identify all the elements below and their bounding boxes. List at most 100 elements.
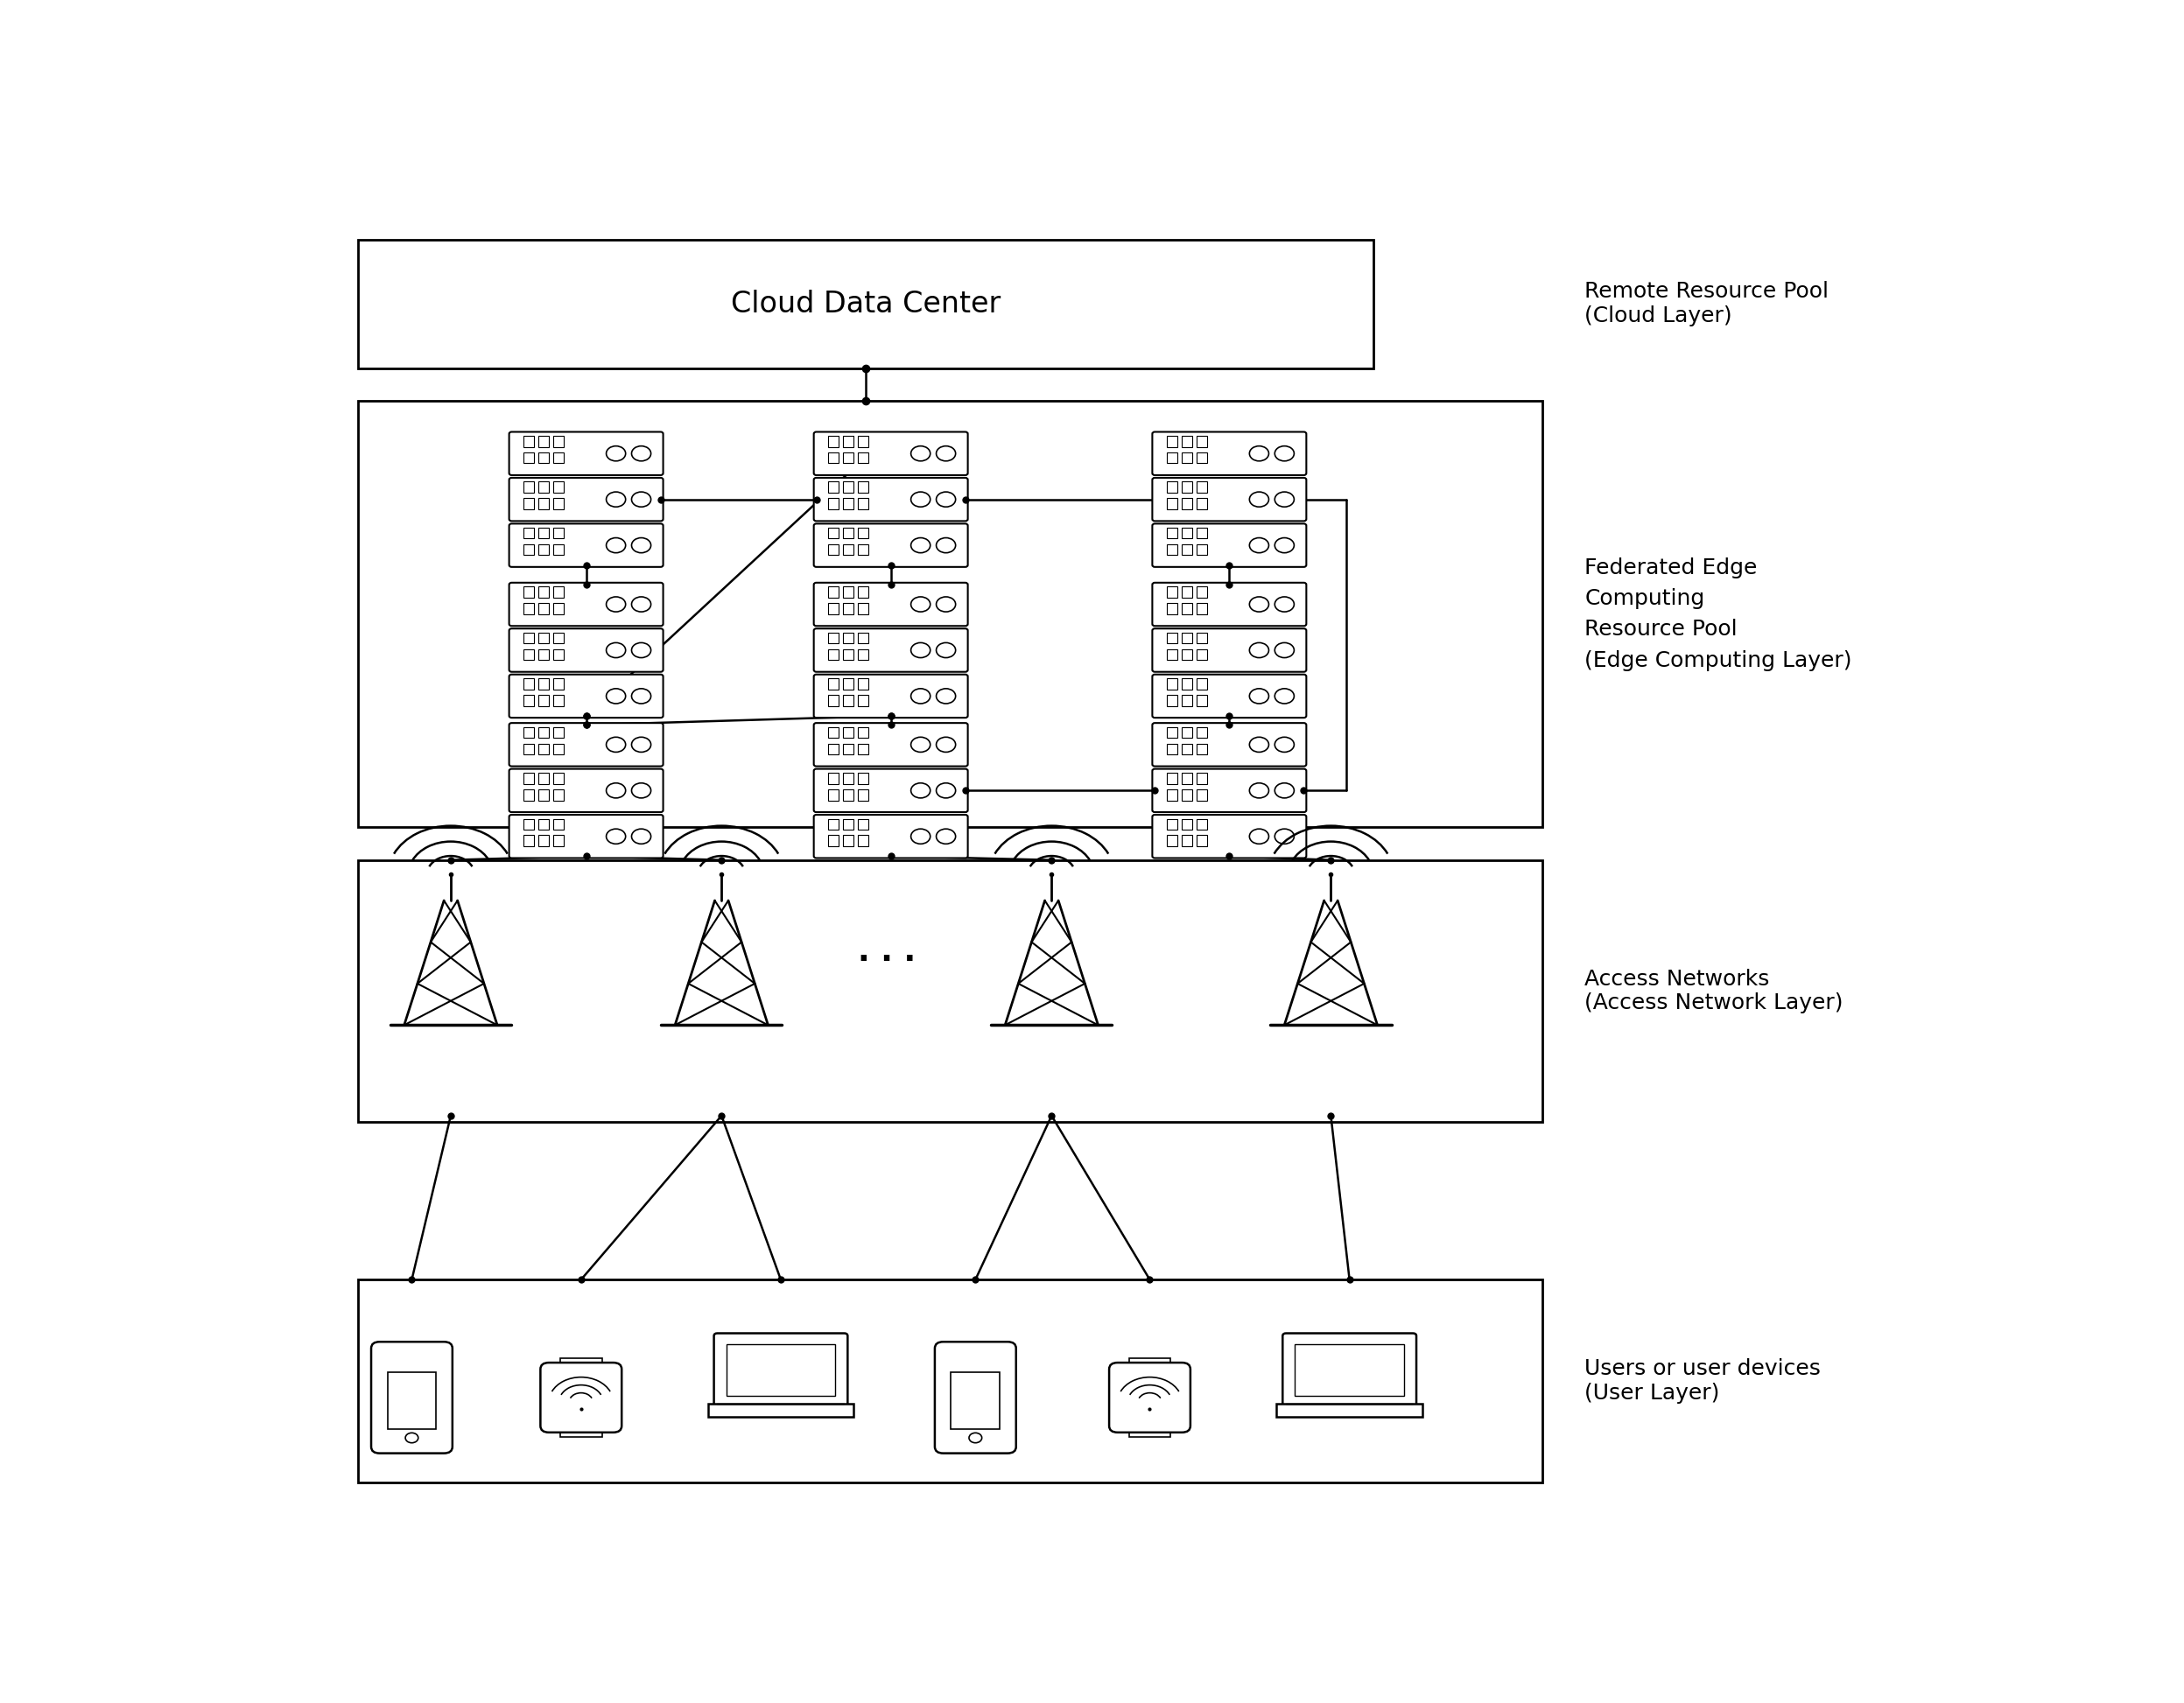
Bar xyxy=(524,695,535,707)
Bar xyxy=(843,834,854,846)
Bar xyxy=(1197,436,1208,446)
Bar xyxy=(524,819,535,829)
FancyBboxPatch shape xyxy=(1153,523,1306,567)
FancyBboxPatch shape xyxy=(815,433,968,475)
Bar xyxy=(843,744,854,754)
Bar xyxy=(1182,528,1192,538)
Bar xyxy=(553,482,563,492)
Bar xyxy=(539,678,548,690)
Bar xyxy=(950,1373,1000,1429)
Bar xyxy=(524,834,535,846)
Bar xyxy=(1182,482,1192,492)
FancyBboxPatch shape xyxy=(815,523,968,567)
Bar xyxy=(828,819,839,829)
Bar xyxy=(1182,499,1192,509)
Bar xyxy=(553,649,563,661)
Bar xyxy=(553,545,563,555)
Bar xyxy=(828,632,839,644)
Bar xyxy=(539,695,548,707)
Bar xyxy=(1166,819,1177,829)
Bar xyxy=(843,482,854,492)
Bar xyxy=(559,1425,603,1437)
FancyBboxPatch shape xyxy=(1153,628,1306,673)
Bar xyxy=(524,482,535,492)
FancyBboxPatch shape xyxy=(509,814,664,858)
Bar xyxy=(1166,528,1177,538)
Bar xyxy=(539,603,548,615)
Text: Cloud Data Center: Cloud Data Center xyxy=(729,290,1000,318)
Bar xyxy=(858,727,869,737)
Bar xyxy=(1182,678,1192,690)
Bar xyxy=(553,744,563,754)
Bar xyxy=(843,678,854,690)
Bar xyxy=(1197,499,1208,509)
Bar xyxy=(524,528,535,538)
Bar xyxy=(387,1373,437,1429)
Bar xyxy=(858,586,869,598)
FancyBboxPatch shape xyxy=(509,674,664,717)
Bar xyxy=(553,586,563,598)
Bar xyxy=(1275,1403,1422,1417)
Bar xyxy=(553,695,563,707)
FancyBboxPatch shape xyxy=(509,582,664,627)
Bar xyxy=(539,436,548,446)
Bar xyxy=(858,632,869,644)
Bar xyxy=(828,695,839,707)
Bar xyxy=(539,773,548,783)
FancyBboxPatch shape xyxy=(1153,814,1306,858)
FancyBboxPatch shape xyxy=(815,582,968,627)
Bar xyxy=(524,499,535,509)
Bar xyxy=(858,819,869,829)
FancyBboxPatch shape xyxy=(1153,768,1306,812)
Bar xyxy=(553,528,563,538)
Bar xyxy=(524,453,535,463)
Bar xyxy=(524,603,535,615)
Bar xyxy=(1182,545,1192,555)
Bar xyxy=(524,678,535,690)
FancyBboxPatch shape xyxy=(1282,1333,1417,1407)
FancyBboxPatch shape xyxy=(371,1342,452,1453)
Bar xyxy=(1166,632,1177,644)
Bar xyxy=(1166,744,1177,754)
Bar xyxy=(843,649,854,661)
FancyBboxPatch shape xyxy=(815,814,968,858)
FancyBboxPatch shape xyxy=(1153,724,1306,766)
Bar xyxy=(1182,819,1192,829)
FancyBboxPatch shape xyxy=(1153,479,1306,521)
Bar xyxy=(828,603,839,615)
Bar xyxy=(553,453,563,463)
Bar xyxy=(553,678,563,690)
Bar xyxy=(553,834,563,846)
Bar xyxy=(1197,528,1208,538)
Bar xyxy=(1166,695,1177,707)
Bar xyxy=(1197,603,1208,615)
Bar xyxy=(358,240,1374,368)
Bar xyxy=(553,603,563,615)
Bar xyxy=(1166,499,1177,509)
Bar xyxy=(1197,632,1208,644)
Bar xyxy=(843,545,854,555)
Bar xyxy=(1197,819,1208,829)
FancyBboxPatch shape xyxy=(815,479,968,521)
Bar xyxy=(524,773,535,783)
FancyBboxPatch shape xyxy=(1153,433,1306,475)
Bar xyxy=(1166,834,1177,846)
FancyBboxPatch shape xyxy=(815,724,968,766)
Bar xyxy=(1197,482,1208,492)
Text: Users or user devices
(User Layer): Users or user devices (User Layer) xyxy=(1586,1359,1821,1403)
Bar xyxy=(1197,788,1208,800)
FancyBboxPatch shape xyxy=(509,768,664,812)
Bar xyxy=(843,586,854,598)
Bar xyxy=(1166,727,1177,737)
Bar xyxy=(553,436,563,446)
Bar xyxy=(828,727,839,737)
Bar xyxy=(843,819,854,829)
Bar xyxy=(1129,1425,1171,1437)
FancyBboxPatch shape xyxy=(1153,582,1306,627)
Text: Federated Edge
Computing
Resource Pool
(Edge Computing Layer): Federated Edge Computing Resource Pool (… xyxy=(1586,557,1852,671)
FancyBboxPatch shape xyxy=(1153,674,1306,717)
Bar xyxy=(1182,695,1192,707)
Bar xyxy=(1166,482,1177,492)
Bar xyxy=(843,603,854,615)
Text: · · ·: · · · xyxy=(858,945,915,974)
